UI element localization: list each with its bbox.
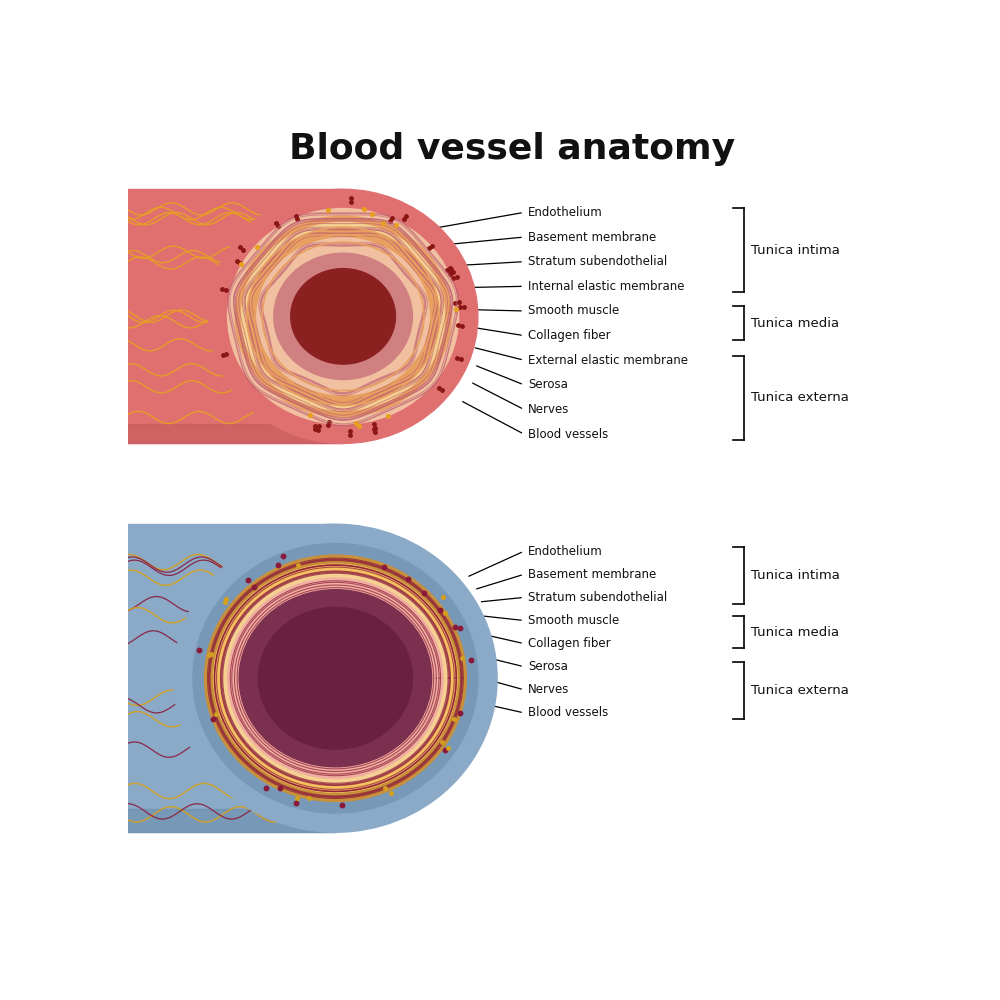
Ellipse shape — [239, 590, 432, 767]
Text: Tunica media: Tunica media — [751, 626, 839, 639]
Text: Collagen fiber: Collagen fiber — [528, 329, 611, 342]
Text: Blood vessels: Blood vessels — [528, 428, 608, 441]
Ellipse shape — [241, 222, 445, 410]
Text: Blood vessels: Blood vessels — [528, 706, 608, 719]
Ellipse shape — [208, 189, 478, 443]
Text: Stratum subendothelial: Stratum subendothelial — [528, 591, 667, 604]
Text: Serosa: Serosa — [528, 660, 568, 673]
Text: Smooth muscle: Smooth muscle — [528, 614, 619, 627]
Text: Endothelium: Endothelium — [528, 206, 603, 219]
Ellipse shape — [193, 544, 478, 813]
Text: Tunica intima: Tunica intima — [751, 569, 840, 582]
Ellipse shape — [274, 253, 412, 379]
Ellipse shape — [228, 209, 459, 424]
Text: Blood vessel anatomy: Blood vessel anatomy — [289, 132, 736, 166]
Text: Internal elastic membrane: Internal elastic membrane — [528, 280, 684, 293]
Polygon shape — [51, 424, 343, 443]
Ellipse shape — [258, 607, 412, 749]
Ellipse shape — [214, 564, 457, 792]
Text: Tunica media: Tunica media — [751, 317, 839, 330]
Ellipse shape — [10, 524, 75, 832]
Text: External elastic membrane: External elastic membrane — [528, 354, 688, 367]
Ellipse shape — [221, 572, 449, 785]
Text: Tunica externa: Tunica externa — [751, 391, 849, 404]
Ellipse shape — [291, 269, 395, 364]
Ellipse shape — [24, 189, 77, 443]
Ellipse shape — [228, 578, 443, 778]
Text: Endothelium: Endothelium — [528, 545, 603, 558]
Text: Smooth muscle: Smooth muscle — [528, 304, 619, 317]
Ellipse shape — [204, 555, 466, 801]
Polygon shape — [43, 524, 335, 832]
Text: Tunica externa: Tunica externa — [751, 684, 849, 697]
Text: Serosa: Serosa — [528, 378, 568, 391]
Polygon shape — [43, 809, 335, 832]
Ellipse shape — [248, 229, 439, 404]
Text: Nerves: Nerves — [528, 403, 569, 416]
Text: Stratum subendothelial: Stratum subendothelial — [528, 255, 667, 268]
Text: Nerves: Nerves — [528, 683, 569, 696]
Ellipse shape — [257, 238, 429, 395]
Text: Tunica intima: Tunica intima — [751, 244, 840, 257]
Ellipse shape — [235, 216, 451, 416]
Ellipse shape — [174, 524, 497, 832]
Text: Collagen fiber: Collagen fiber — [528, 637, 611, 650]
Polygon shape — [51, 189, 343, 443]
Text: Basement membrane: Basement membrane — [528, 231, 656, 244]
Text: Basement membrane: Basement membrane — [528, 568, 656, 581]
